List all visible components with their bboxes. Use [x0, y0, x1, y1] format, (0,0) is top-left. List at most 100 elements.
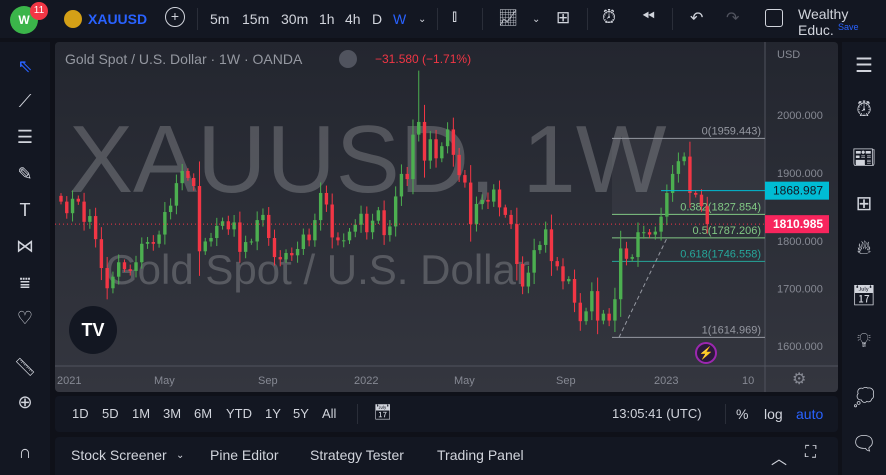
- interval-30m[interactable]: 30m: [281, 11, 309, 27]
- pattern-icon[interactable]: ⋈: [16, 236, 34, 256]
- ideas-lightbulb-icon[interactable]: 💡︎: [857, 330, 871, 352]
- layout-name[interactable]: Wealthy Educ.: [798, 6, 849, 38]
- add-list-icon[interactable]: ⊞: [855, 193, 873, 215]
- symbol-search[interactable]: XAUUSD: [88, 11, 148, 27]
- candle-body: [278, 257, 282, 260]
- compare-add-icon[interactable]: +: [165, 7, 185, 27]
- tab-trading-panel[interactable]: Trading Panel: [437, 447, 524, 463]
- range-6m[interactable]: 6M: [194, 406, 213, 421]
- range-1m[interactable]: 1M: [132, 406, 151, 421]
- interval-5m[interactable]: 5m: [210, 11, 230, 27]
- candles-icon[interactable]: ⫾: [452, 8, 458, 25]
- range-all[interactable]: All: [322, 406, 337, 421]
- zoom-in-icon[interactable]: ⊕: [17, 392, 33, 412]
- range-3m[interactable]: 3M: [163, 406, 182, 421]
- range-1y[interactable]: 1Y: [265, 406, 281, 421]
- candle-body: [307, 234, 311, 241]
- price-tick: 1900.000: [777, 168, 823, 180]
- candle-body: [186, 171, 190, 178]
- indicators-icon[interactable]: 📈︎: [498, 10, 519, 27]
- lightning-icon[interactable]: ⚡: [695, 342, 717, 364]
- candle-body: [122, 262, 127, 270]
- gold-symbol-icon: [64, 10, 82, 28]
- interval-4h[interactable]: 4h: [345, 11, 361, 27]
- candle-body: [117, 262, 121, 277]
- messages-icon[interactable]: 🗨︎: [851, 433, 877, 455]
- save-button[interactable]: Save: [838, 22, 859, 32]
- hotlist-fire-icon[interactable]: 🔥︎: [856, 237, 872, 259]
- currency-selector[interactable]: USD: [777, 49, 801, 61]
- candle-body: [399, 173, 404, 197]
- chevron-down-icon[interactable]: ⌄: [418, 14, 427, 25]
- ruler-icon[interactable]: 📏︎: [13, 357, 37, 377]
- replay-icon[interactable]: ⏪︎: [642, 8, 655, 25]
- time-tick: 2022: [354, 375, 378, 387]
- alert-clock-icon[interactable]: ⏰︎: [602, 7, 617, 27]
- candle-body: [220, 221, 225, 226]
- chevron-up-icon[interactable]: ︿: [771, 451, 788, 468]
- price-chart[interactable]: XAUUSD, 1W Gold Spot / U.S. Dollar 2000.00…: [55, 42, 838, 392]
- candle-body: [411, 134, 415, 180]
- clock-time[interactable]: 13:05:41 (UTC): [612, 406, 702, 421]
- news-icon[interactable]: 📰︎: [851, 147, 877, 169]
- range-1d[interactable]: 1D: [72, 406, 89, 421]
- tab-pine-editor[interactable]: Pine Editor: [210, 447, 279, 463]
- tradingview-logo[interactable]: TV: [69, 306, 117, 354]
- price-change: −31.580 (−1.71%): [375, 52, 472, 66]
- tab-stock-screener[interactable]: Stock Screener: [71, 447, 167, 463]
- maximize-icon[interactable]: ⛶: [805, 444, 817, 461]
- watchlist-icon[interactable]: ☰: [855, 55, 873, 77]
- chevron-down-icon[interactable]: ⌄: [532, 14, 541, 25]
- percent-toggle[interactable]: %: [736, 406, 749, 422]
- range-5y[interactable]: 5Y: [293, 406, 309, 421]
- fib-level-label: 0.382(1827.854): [680, 201, 761, 213]
- candle-body: [215, 225, 219, 239]
- chart-pane[interactable]: XAUUSD, 1W Gold Spot / U.S. Dollar 2000.00…: [55, 42, 838, 392]
- trend-line-icon[interactable]: ⟋: [18, 91, 32, 111]
- candle-body: [105, 268, 109, 289]
- candle-body: [601, 313, 606, 321]
- interval-w[interactable]: W: [393, 11, 407, 27]
- candle-body: [238, 222, 242, 252]
- candle-body: [197, 186, 202, 252]
- brush-icon[interactable]: ✎: [17, 164, 33, 184]
- magnet-icon[interactable]: ∩: [18, 442, 32, 462]
- log-toggle[interactable]: log: [764, 406, 783, 422]
- candle-body: [434, 139, 438, 159]
- fullscreen-square-icon[interactable]: [765, 9, 783, 27]
- tab-strategy-tester[interactable]: Strategy Tester: [310, 447, 404, 463]
- right-sidebar: ☰ ⏰︎ 📰︎ ⊞ 🔥︎ 📅︎ 💡︎ 💭︎ 🗨︎: [842, 42, 886, 475]
- chevron-down-icon[interactable]: ⌄: [176, 450, 185, 461]
- candle-body: [509, 214, 513, 225]
- candle-body: [555, 261, 559, 267]
- undo-icon[interactable]: ↶: [690, 10, 704, 27]
- candle-body: [393, 196, 398, 227]
- candle-body: [353, 224, 357, 232]
- interval-15m[interactable]: 15m: [242, 11, 270, 27]
- legend-toggle-icon[interactable]: [339, 50, 357, 68]
- chat-icon[interactable]: 💭︎: [851, 387, 877, 409]
- chart-settings-gear-icon[interactable]: ⚙: [792, 371, 807, 388]
- goto-date-icon[interactable]: 📅︎: [373, 404, 393, 421]
- calendar-icon[interactable]: 📅︎: [851, 285, 877, 307]
- range-5d[interactable]: 5D: [102, 406, 119, 421]
- text-icon[interactable]: T: [19, 200, 31, 220]
- interval-d[interactable]: D: [372, 11, 383, 27]
- fib-retracement-icon[interactable]: ☰: [16, 127, 34, 147]
- interval-1h[interactable]: 1h: [319, 11, 335, 27]
- auto-toggle[interactable]: auto: [796, 406, 824, 422]
- candle-body: [480, 199, 484, 204]
- candle-body: [503, 207, 507, 215]
- heart-icon[interactable]: ♡: [16, 308, 34, 328]
- time-tick: Sep: [258, 375, 278, 387]
- range-ytd[interactable]: YTD: [226, 406, 252, 421]
- layout-grid-icon[interactable]: ⊞: [556, 8, 571, 27]
- cursor-icon[interactable]: ⇖: [17, 56, 33, 76]
- candle-body: [157, 234, 161, 244]
- prediction-icon[interactable]: ⩸: [19, 273, 31, 293]
- candle-body: [440, 146, 444, 159]
- candle-body: [93, 216, 98, 240]
- candle-body: [486, 199, 490, 202]
- candle-body: [497, 189, 502, 208]
- alarm-clock-icon[interactable]: ⏰︎: [856, 99, 872, 121]
